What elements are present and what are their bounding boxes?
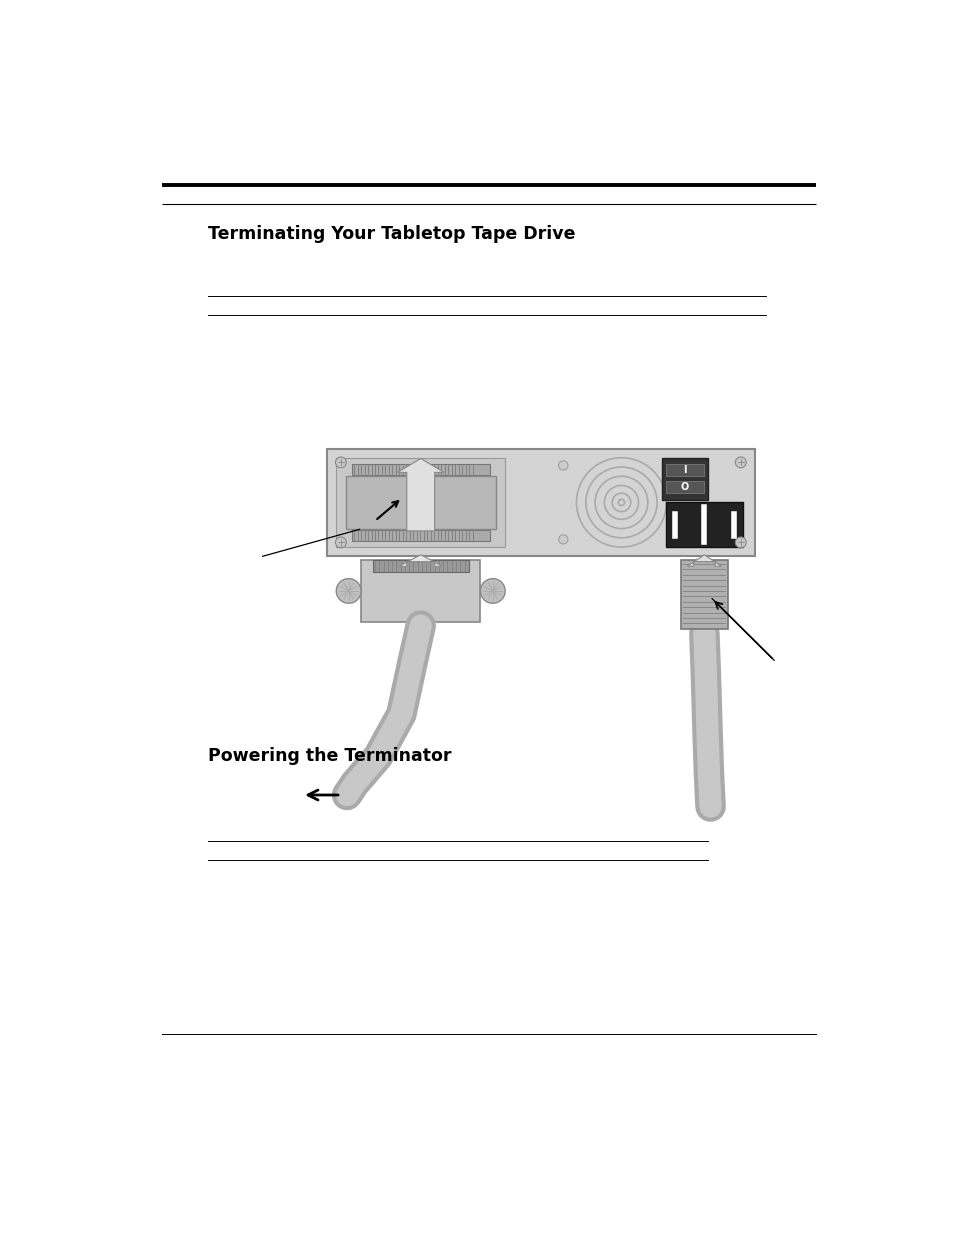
Polygon shape	[661, 458, 707, 500]
Polygon shape	[397, 458, 443, 531]
Circle shape	[335, 579, 360, 603]
Polygon shape	[327, 448, 754, 556]
Polygon shape	[352, 464, 489, 474]
Text: Terminating Your Tabletop Tape Drive: Terminating Your Tabletop Tape Drive	[208, 225, 576, 243]
Text: O: O	[680, 482, 688, 492]
Polygon shape	[665, 503, 742, 547]
Polygon shape	[373, 561, 468, 573]
Polygon shape	[352, 530, 489, 541]
Polygon shape	[398, 555, 442, 567]
Text: Powering the Terminator: Powering the Terminator	[208, 747, 452, 766]
Polygon shape	[335, 458, 505, 547]
Circle shape	[674, 535, 683, 543]
Circle shape	[674, 461, 683, 471]
Circle shape	[558, 461, 567, 471]
Circle shape	[335, 537, 346, 548]
Circle shape	[735, 457, 745, 468]
Polygon shape	[665, 480, 703, 493]
Polygon shape	[680, 561, 727, 630]
Circle shape	[335, 457, 346, 468]
Circle shape	[735, 537, 745, 548]
Polygon shape	[686, 555, 720, 567]
Circle shape	[480, 579, 505, 603]
Polygon shape	[665, 464, 703, 477]
Text: I: I	[682, 466, 686, 475]
Polygon shape	[345, 477, 496, 529]
Circle shape	[558, 535, 567, 543]
Polygon shape	[360, 561, 480, 621]
